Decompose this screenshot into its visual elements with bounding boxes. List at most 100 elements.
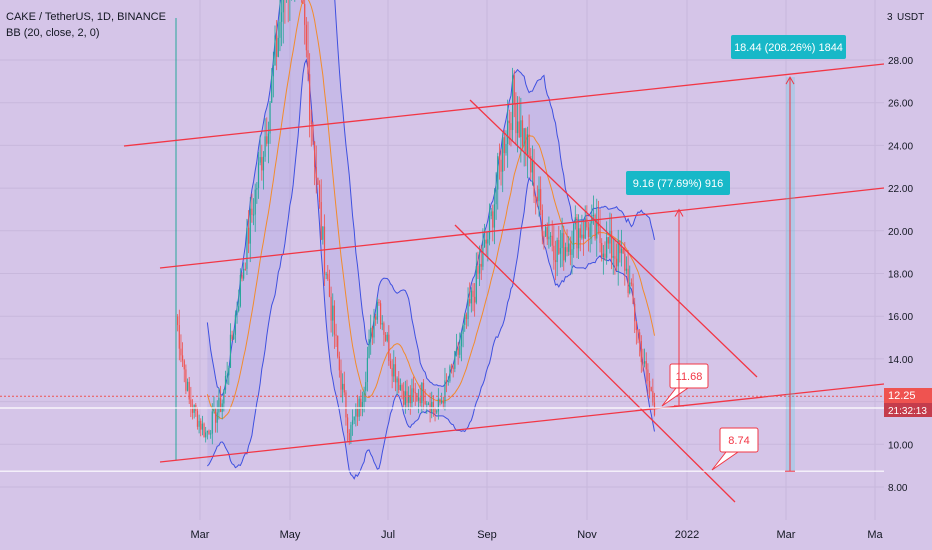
candle-body — [619, 240, 621, 254]
candle-body — [591, 215, 593, 224]
candle-body — [350, 424, 352, 441]
target-1-label-box[interactable] — [626, 171, 730, 195]
candle-body — [383, 323, 385, 335]
candle-body — [592, 214, 595, 216]
trendline[interactable] — [159, 383, 885, 463]
candle-body — [317, 177, 319, 185]
candle-body — [639, 332, 641, 341]
candle-body — [427, 403, 430, 405]
candle-body — [508, 120, 510, 124]
candle-body — [315, 166, 317, 178]
candle-body — [368, 339, 370, 358]
price-axis[interactable]: 3USDT8.0010.0012.0014.0016.0018.0020.002… — [884, 0, 932, 520]
candle-body — [576, 217, 578, 249]
time-tick-label: Jul — [381, 529, 395, 541]
last-price-value: 12.25 — [888, 390, 916, 402]
candle-body — [457, 348, 459, 355]
candle-body — [597, 218, 599, 227]
candle-body — [546, 227, 548, 240]
candle-body — [320, 202, 322, 240]
candle-body — [510, 123, 512, 131]
candle-body — [520, 120, 522, 138]
candle-body — [380, 303, 382, 325]
candle-body — [386, 334, 388, 341]
candle-body — [505, 143, 507, 154]
price-tick-label: 14.00 — [888, 355, 913, 366]
candle-body — [606, 237, 608, 258]
candle-body — [485, 239, 487, 244]
candle-body — [632, 283, 634, 304]
candle-body — [178, 325, 180, 349]
price-tick-label: 20.00 — [888, 227, 913, 238]
price-axis-bg — [884, 0, 932, 520]
trendline[interactable] — [159, 187, 885, 269]
candle-body — [498, 156, 500, 160]
candle-body — [261, 157, 263, 171]
symbol-title[interactable]: CAKE / TetherUS, 1D, BINANCE — [6, 11, 166, 23]
indicator-legend[interactable]: BB (20, close, 2, 0) — [6, 27, 100, 39]
candle-body — [305, 24, 307, 51]
candle-body — [200, 420, 202, 430]
candle-body — [318, 184, 321, 203]
trendline[interactable] — [123, 63, 885, 147]
candle-body — [332, 305, 334, 321]
candle-body — [223, 389, 225, 404]
candle-body — [535, 196, 537, 198]
price-axis-top-tick: 3 — [887, 12, 893, 23]
target-measures: 9.16 (77.69%) 916 18.44 (208.26%) 1844 — [626, 35, 846, 472]
candle-body — [347, 417, 349, 434]
price-tick-label: 26.00 — [888, 99, 913, 110]
upper-band — [206, 0, 655, 396]
candle-body — [569, 243, 571, 255]
candle-body — [177, 316, 179, 326]
candle-body — [279, 21, 281, 38]
target-2-label-box[interactable] — [731, 35, 846, 59]
candle-body — [483, 239, 486, 248]
candle-body — [647, 369, 649, 381]
candle-body — [474, 296, 476, 303]
candle-body — [644, 361, 646, 364]
candle-body — [502, 137, 504, 172]
candle-body — [304, 3, 306, 25]
candle-body — [574, 217, 576, 225]
candle-body — [464, 314, 466, 325]
candle-body — [414, 392, 416, 394]
candle-body — [356, 407, 359, 417]
candle-body — [251, 208, 253, 215]
candle-body — [246, 227, 248, 269]
candle-body — [314, 141, 316, 167]
candle-body — [530, 155, 532, 173]
candle-body — [533, 160, 535, 197]
candle-body — [444, 380, 446, 404]
candle-body — [198, 420, 200, 427]
candle-body — [587, 227, 590, 238]
candle-body — [307, 50, 309, 75]
candle-body — [233, 334, 235, 340]
time-axis[interactable]: Mar May Jul Sep Nov 2022 Mar Ma — [0, 520, 932, 550]
candle-body — [371, 327, 373, 338]
candle-body — [277, 37, 279, 57]
candle-body — [556, 240, 558, 263]
candle-body — [351, 420, 354, 425]
bar-countdown: 21:32:13 — [888, 406, 927, 417]
candle-body — [490, 211, 492, 217]
candle-body — [426, 403, 428, 405]
time-tick-label: Nov — [577, 529, 597, 541]
trendline[interactable] — [469, 99, 758, 378]
candle-body — [611, 231, 613, 258]
candle-body — [272, 65, 274, 77]
candle-body — [630, 282, 632, 284]
price-label-8-74-box[interactable] — [719, 427, 759, 453]
candle-body — [416, 392, 418, 401]
candle-body — [450, 366, 453, 368]
price-tick-label: 18.00 — [888, 270, 913, 281]
price-tick-label: 24.00 — [888, 141, 913, 152]
candle-body — [475, 266, 477, 303]
candle-body — [422, 382, 425, 401]
candle-body — [441, 400, 443, 403]
candle-body — [203, 423, 205, 438]
candle-body — [375, 316, 377, 320]
trendline[interactable] — [454, 224, 736, 503]
candle-body — [406, 391, 408, 403]
